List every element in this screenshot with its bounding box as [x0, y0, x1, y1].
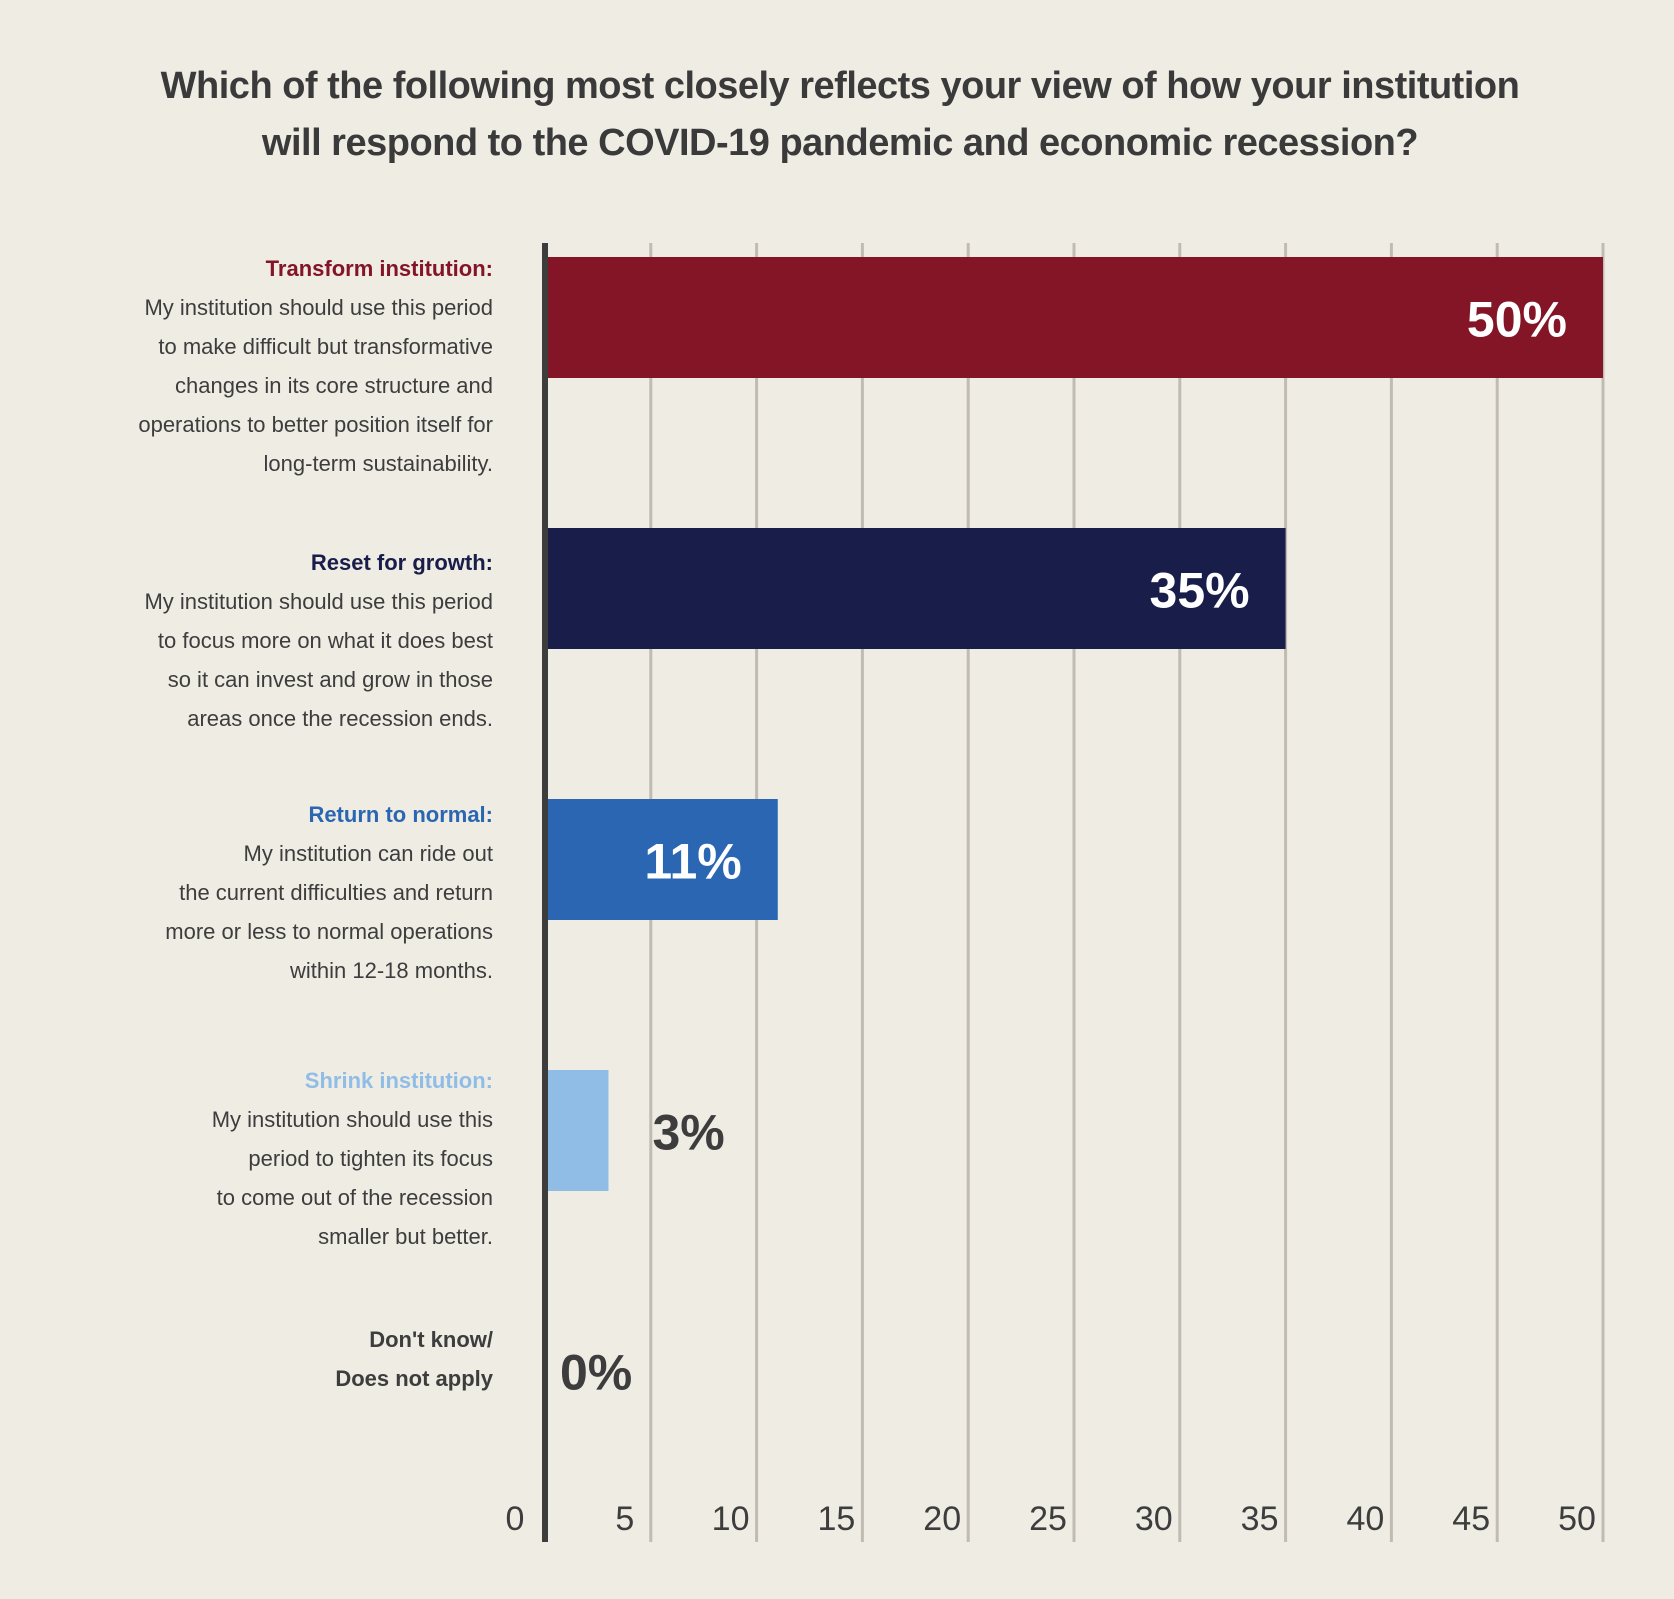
category-desc-line: long-term sustainability. — [263, 451, 493, 476]
category-desc-line: My institution should use this period — [144, 589, 493, 614]
x-tick-label: 45 — [1452, 1500, 1490, 1538]
x-tick-label: 50 — [1558, 1500, 1596, 1538]
category-desc-line: so it can invest and grow in those — [167, 667, 493, 692]
category-heading: Shrink institution: — [304, 1068, 493, 1093]
value-label: 0% — [560, 1345, 632, 1401]
bar — [545, 528, 1286, 649]
category-desc-line: operations to better position itself for — [138, 412, 493, 437]
category-desc-line: to make difficult but transformative — [158, 334, 493, 359]
category-heading: Don't know/ — [369, 1327, 493, 1352]
category-label-reset: Reset for growth: My institution should … — [23, 543, 493, 738]
category-desc-line: to come out of the recession — [216, 1185, 493, 1210]
x-tick-label: 20 — [923, 1500, 961, 1538]
category-desc-line: to focus more on what it does best — [157, 628, 493, 653]
category-desc-line: period to tighten its focus — [248, 1146, 493, 1171]
chart-title: Which of the following most closely refl… — [100, 58, 1580, 172]
category-desc-line: areas once the recession ends. — [187, 706, 493, 731]
category-desc-line: the current difficulties and return — [179, 880, 493, 905]
category-label-dont-know: Don't know/ Does not apply — [23, 1320, 493, 1398]
x-tick-label: 10 — [712, 1500, 750, 1538]
value-label: 35% — [1150, 563, 1250, 619]
x-tick-label: 40 — [1346, 1500, 1384, 1538]
category-desc-line: within 12-18 months. — [290, 958, 493, 983]
category-label-shrink: Shrink institution: My institution shoul… — [23, 1061, 493, 1256]
x-tick-label: 0 — [506, 1500, 525, 1538]
x-tick-label: 5 — [615, 1500, 634, 1538]
category-desc-line: My institution should use this — [211, 1107, 493, 1132]
chart-title-line-2: will respond to the COVID-19 pandemic an… — [261, 122, 1419, 164]
category-heading-line-2: Does not apply — [335, 1366, 493, 1391]
category-desc-line: My institution can ride out — [243, 841, 493, 866]
bar — [545, 257, 1603, 378]
x-tick-label: 15 — [817, 1500, 855, 1538]
x-tick-label: 25 — [1029, 1500, 1067, 1538]
bar — [545, 1070, 609, 1191]
category-heading: Transform institution: — [265, 256, 493, 281]
category-label-return: Return to normal: My institution can rid… — [23, 795, 493, 990]
category-heading: Reset for growth: — [310, 550, 493, 575]
category-heading: Return to normal: — [308, 802, 493, 827]
value-label: 3% — [652, 1105, 724, 1161]
x-tick-label: 30 — [1135, 1500, 1173, 1538]
category-desc-line: smaller but better. — [318, 1224, 493, 1249]
category-desc-line: more or less to normal operations — [165, 919, 493, 944]
value-label: 11% — [644, 834, 741, 890]
category-desc-line: My institution should use this period — [144, 295, 493, 320]
value-label: 50% — [1467, 292, 1567, 348]
x-tick-label: 35 — [1241, 1500, 1279, 1538]
category-label-transform: Transform institution: My institution sh… — [23, 249, 493, 483]
bar — [545, 799, 778, 920]
chart-title-line-1: Which of the following most closely refl… — [160, 65, 1520, 107]
category-desc-line: changes in its core structure and — [175, 373, 493, 398]
